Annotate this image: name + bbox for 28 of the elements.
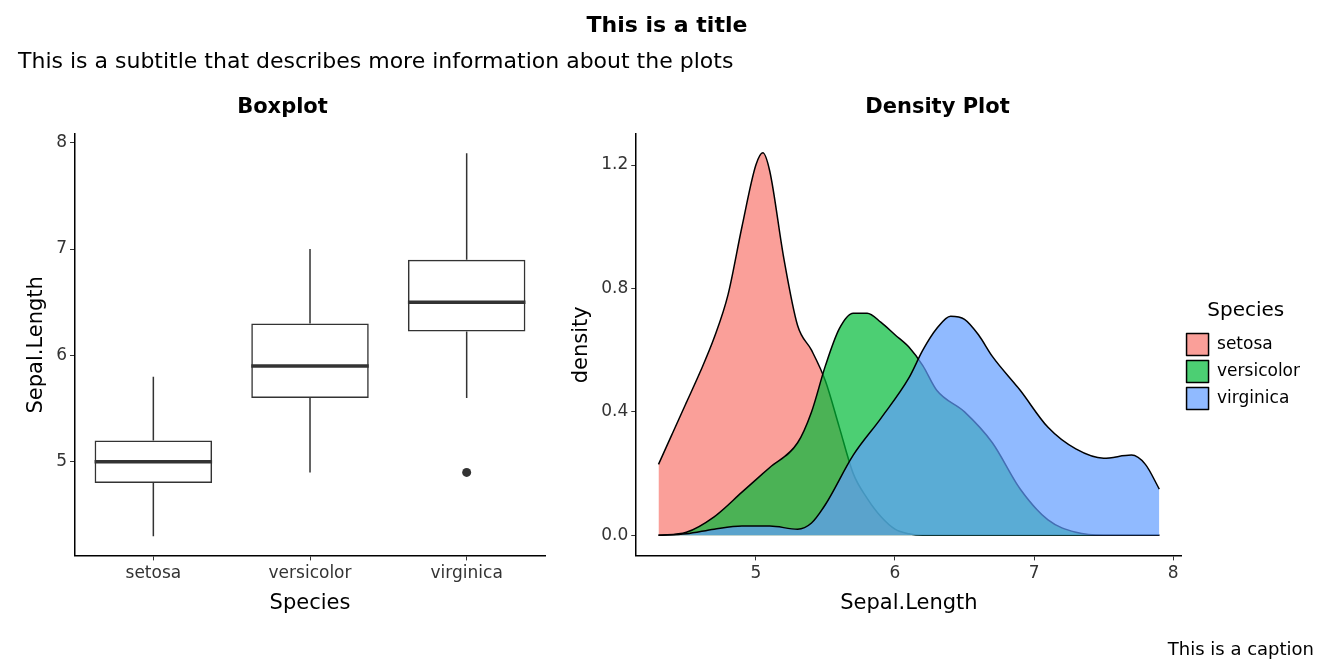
y-tick-label: 0.0 (601, 523, 629, 544)
text: This is a caption (1167, 638, 1314, 659)
chart-title: Boxplot (237, 94, 328, 119)
x-axis-title: Sepal.Length (840, 589, 978, 614)
y-tick-label: 0.4 (601, 400, 629, 421)
x-tick-label: virginica (430, 562, 503, 583)
x-tick-label: 7 (1028, 562, 1040, 583)
x-tick-label: 6 (889, 562, 901, 583)
x-axis-title: Species (269, 589, 351, 614)
y-tick-label: 0.8 (601, 276, 629, 297)
x-tick-label: setosa (125, 562, 182, 583)
text: This is a title (585, 12, 749, 37)
y-axis-title: Sepal.Length (23, 276, 48, 414)
x-tick-label: 5 (750, 562, 762, 583)
legend-label: virginica (1217, 386, 1290, 407)
y-tick-label: 6 (56, 343, 68, 364)
y-tick-label: 7 (56, 237, 68, 258)
y-axis-title: density (568, 306, 593, 384)
x-tick-label: versicolor (268, 562, 352, 583)
chart-title: Density Plot (865, 94, 1010, 119)
y-tick-label: 1.2 (601, 153, 629, 174)
y-tick-label: 5 (56, 450, 68, 471)
legend-label: setosa (1217, 332, 1273, 353)
x-tick-label: 8 (1167, 562, 1179, 583)
text: This is a subtitle that describes more information about the plots (18, 48, 734, 73)
legend-label: versicolor (1217, 359, 1301, 380)
y-tick-label: 8 (56, 131, 68, 152)
legend-title: Species (1207, 296, 1285, 321)
